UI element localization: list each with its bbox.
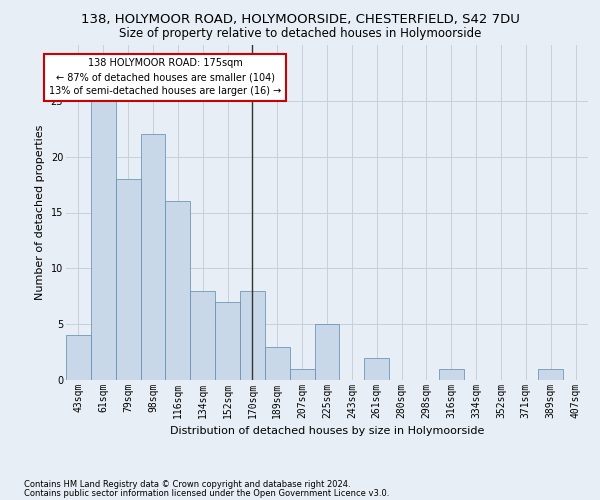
Bar xyxy=(314,324,340,380)
Bar xyxy=(240,290,265,380)
Bar xyxy=(364,358,389,380)
Text: 138, HOLYMOOR ROAD, HOLYMOORSIDE, CHESTERFIELD, S42 7DU: 138, HOLYMOOR ROAD, HOLYMOORSIDE, CHESTE… xyxy=(80,12,520,26)
Bar xyxy=(190,290,215,380)
Text: Contains HM Land Registry data © Crown copyright and database right 2024.: Contains HM Land Registry data © Crown c… xyxy=(24,480,350,489)
Y-axis label: Number of detached properties: Number of detached properties xyxy=(35,125,45,300)
Bar xyxy=(66,336,91,380)
Bar xyxy=(166,202,190,380)
Bar xyxy=(439,369,464,380)
Bar xyxy=(116,179,140,380)
Bar xyxy=(91,101,116,380)
Text: Size of property relative to detached houses in Holymoorside: Size of property relative to detached ho… xyxy=(119,28,481,40)
Bar xyxy=(265,346,290,380)
Bar xyxy=(538,369,563,380)
Text: 138 HOLYMOOR ROAD: 175sqm
← 87% of detached houses are smaller (104)
13% of semi: 138 HOLYMOOR ROAD: 175sqm ← 87% of detac… xyxy=(49,58,281,96)
Bar xyxy=(215,302,240,380)
Bar xyxy=(290,369,314,380)
Text: Contains public sector information licensed under the Open Government Licence v3: Contains public sector information licen… xyxy=(24,489,389,498)
Bar xyxy=(140,134,166,380)
X-axis label: Distribution of detached houses by size in Holymoorside: Distribution of detached houses by size … xyxy=(170,426,484,436)
